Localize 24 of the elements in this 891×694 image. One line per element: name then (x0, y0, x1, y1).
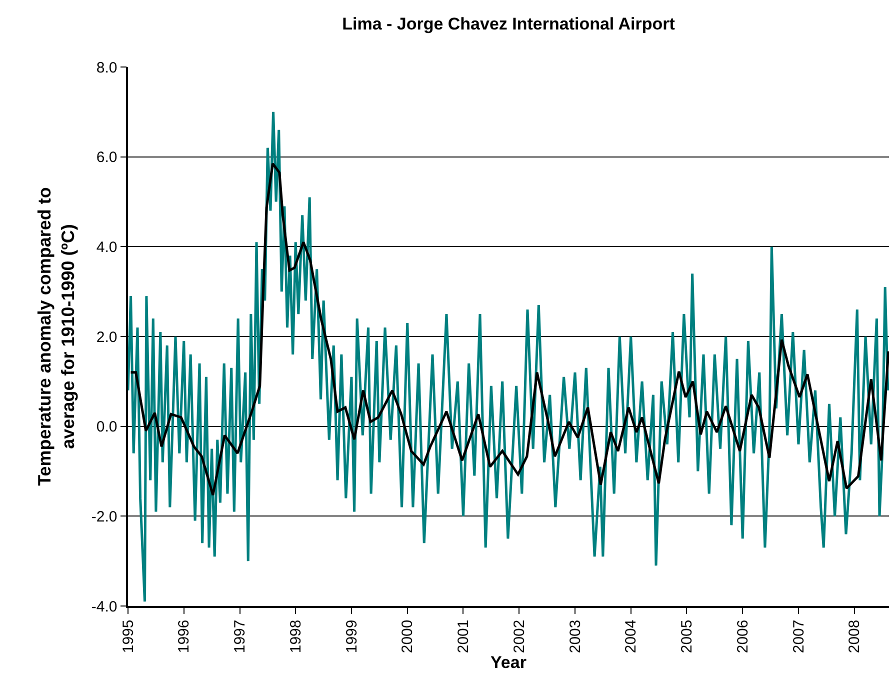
x-tick-label: 2006 (734, 620, 752, 654)
y-tick-label: -2.0 (91, 508, 118, 526)
y-tick-label: 2.0 (96, 328, 118, 346)
x-tick-label: 2001 (455, 620, 472, 654)
x-tick-label: 2000 (399, 620, 416, 654)
y-tick-label: 0.0 (96, 418, 118, 436)
x-tick-label: 1998 (287, 620, 304, 654)
y-tick-label: 4.0 (96, 238, 118, 256)
x-tick-label: 1996 (176, 620, 193, 654)
x-tick-label: 2002 (510, 620, 528, 654)
x-tick-label: 1997 (232, 620, 249, 654)
y-axis-title: Temperature anomaly compared to average for 1910-1990 (ºC) (34, 187, 78, 486)
y-tick-label: 8.0 (96, 59, 118, 76)
x-tick-label: 1995 (120, 620, 137, 654)
x-tick-label: 2004 (622, 620, 640, 654)
x-tick-label: 2003 (566, 620, 584, 654)
x-tick-label: 2005 (678, 620, 696, 654)
x-tick-label: 2008 (846, 620, 864, 654)
y-tick-label: 6.0 (96, 149, 118, 166)
x-tick-label: 1999 (343, 620, 360, 654)
chart-title: Lima - Jorge Chavez International Airport (342, 14, 676, 34)
x-axis-title: Year (490, 653, 527, 672)
x-tick-label: 2007 (790, 620, 808, 654)
y-tick-label: -4.0 (91, 598, 118, 616)
